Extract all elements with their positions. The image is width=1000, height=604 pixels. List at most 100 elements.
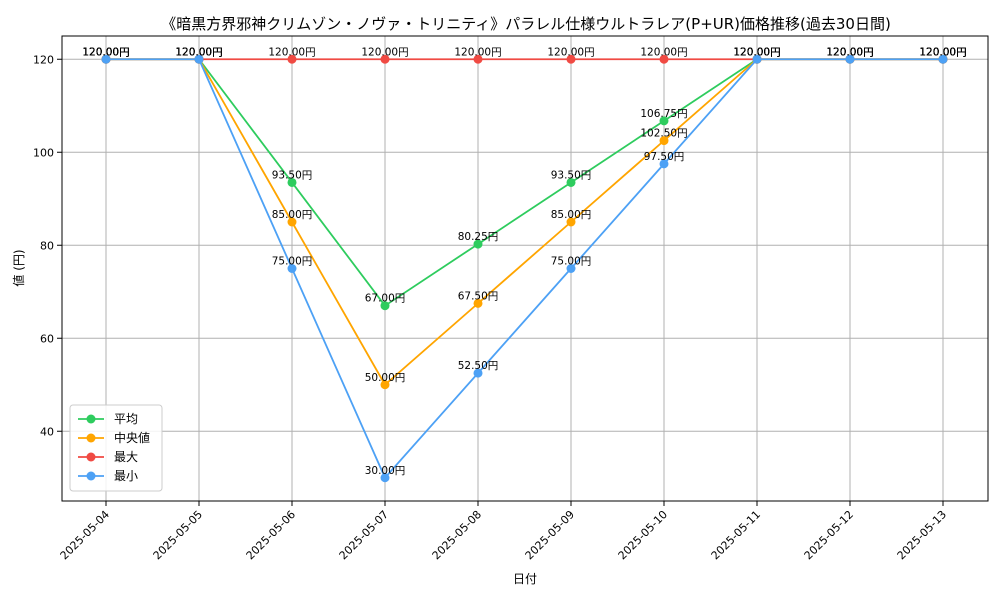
data-label: 85.00円 xyxy=(272,209,313,221)
data-label: 50.00円 xyxy=(365,372,406,384)
data-label: 67.00円 xyxy=(365,293,406,305)
series-point xyxy=(473,298,483,308)
series-point xyxy=(659,116,669,126)
chart-title: 《暗黒方界邪神クリムゾン・ノヴァ・トリニティ》パラレル仕様ウルトラレア(P+UR… xyxy=(161,15,891,33)
data-label: 120.00円 xyxy=(733,46,780,58)
data-label: 120.00円 xyxy=(919,46,966,58)
series-point xyxy=(659,136,669,146)
series-point xyxy=(566,217,576,227)
data-label: 80.25円 xyxy=(458,231,499,243)
x-tick-label: 2025-05-08 xyxy=(430,508,484,562)
data-label: 67.50円 xyxy=(458,290,499,302)
series-point xyxy=(845,54,855,64)
y-tick-label: 40 xyxy=(40,425,54,438)
data-label: 102.50円 xyxy=(640,128,687,140)
x-tick-label: 2025-05-12 xyxy=(802,508,856,562)
data-label: 75.00円 xyxy=(272,256,313,268)
data-label: 120.00円 xyxy=(175,46,222,58)
series-point xyxy=(473,239,483,249)
series-point xyxy=(752,54,762,64)
x-tick-label: 2025-05-06 xyxy=(244,508,298,562)
data-label: 120.00円 xyxy=(175,46,222,58)
y-tick-label: 120 xyxy=(33,53,54,66)
legend-label: 平均 xyxy=(114,412,138,426)
data-label: 120.00円 xyxy=(268,46,315,58)
series-line xyxy=(106,58,943,480)
data-label: 120.00円 xyxy=(361,46,408,58)
y-tick-label: 100 xyxy=(33,146,54,159)
x-tick-label: 2025-05-11 xyxy=(709,508,763,562)
data-labels-layer: 120.00円 120.00円 93.50円 67.00円 80.25円 93.50円 10… xyxy=(82,46,966,477)
series-point xyxy=(473,368,483,378)
series-point xyxy=(287,177,297,187)
series-point xyxy=(287,264,297,273)
series-point xyxy=(380,301,390,311)
data-label: 120.00円 xyxy=(919,46,966,58)
data-label: 93.50円 xyxy=(272,169,313,181)
y-axis-label: 値 (円) xyxy=(11,249,26,286)
y-tick-label: 80 xyxy=(40,239,54,252)
series-point xyxy=(566,54,576,64)
legend-swatch-marker xyxy=(86,471,96,481)
x-tick-label: 2025-05-10 xyxy=(616,508,670,562)
x-axis-label: 日付 xyxy=(513,572,537,586)
data-label: 75.00円 xyxy=(551,256,592,268)
series-point xyxy=(659,54,669,64)
series-point xyxy=(566,177,576,187)
legend-label: 最小 xyxy=(114,469,138,483)
x-tick-label: 2025-05-09 xyxy=(523,508,577,562)
x-tick-label: 2025-05-13 xyxy=(895,508,949,562)
data-label: 120.00円 xyxy=(454,46,501,58)
data-label: 120.00円 xyxy=(175,46,222,58)
series-layer xyxy=(101,54,948,483)
data-label: 106.75円 xyxy=(640,108,687,120)
data-label: 120.00円 xyxy=(640,46,687,58)
legend-swatch-marker xyxy=(86,433,96,443)
data-label: 85.00円 xyxy=(551,209,592,221)
series-point xyxy=(380,380,390,390)
series-point xyxy=(473,54,483,64)
data-label: 120.00円 xyxy=(547,46,594,58)
data-label: 120.00円 xyxy=(82,46,129,58)
series-point xyxy=(380,54,390,64)
legend-box xyxy=(69,404,163,492)
series-point xyxy=(194,54,204,64)
data-label: 52.50円 xyxy=(458,360,499,372)
x-tick-label: 2025-05-07 xyxy=(337,508,391,562)
plot-area xyxy=(62,36,988,501)
data-label: 120.00円 xyxy=(826,46,873,58)
data-label: 120.00円 xyxy=(733,46,780,58)
data-label: 97.50円 xyxy=(644,151,685,163)
data-label: 120.00円 xyxy=(919,46,966,58)
legend-label: 中央値 xyxy=(114,430,150,445)
legend-swatch-marker xyxy=(86,452,96,462)
data-label: 120.00円 xyxy=(826,46,873,58)
series-point xyxy=(101,54,111,64)
series-point xyxy=(287,54,297,64)
plot-frame xyxy=(61,35,989,502)
y-tick-label: 60 xyxy=(40,332,54,345)
data-label: 93.50円 xyxy=(551,169,592,181)
series-point xyxy=(566,264,576,273)
data-label: 120.00円 xyxy=(919,46,966,58)
data-label: 120.00円 xyxy=(733,46,780,58)
series-point xyxy=(938,54,948,64)
series-point xyxy=(380,473,390,483)
legend-swatch-marker xyxy=(86,414,96,424)
data-label: 120.00円 xyxy=(82,46,129,58)
data-label: 120.00円 xyxy=(826,46,873,58)
legend-label: 最大 xyxy=(114,450,138,464)
x-tick-label: 2025-05-04 xyxy=(58,508,112,562)
data-label: 30.00円 xyxy=(365,465,406,477)
data-label: 120.00円 xyxy=(82,46,129,58)
series-point xyxy=(287,217,297,227)
data-label: 120.00円 xyxy=(826,46,873,58)
data-label: 120.00円 xyxy=(175,46,222,58)
data-label: 120.00円 xyxy=(82,46,129,58)
data-label: 120.00円 xyxy=(733,46,780,58)
x-tick-label: 2025-05-05 xyxy=(151,508,205,562)
series-point xyxy=(659,159,669,169)
